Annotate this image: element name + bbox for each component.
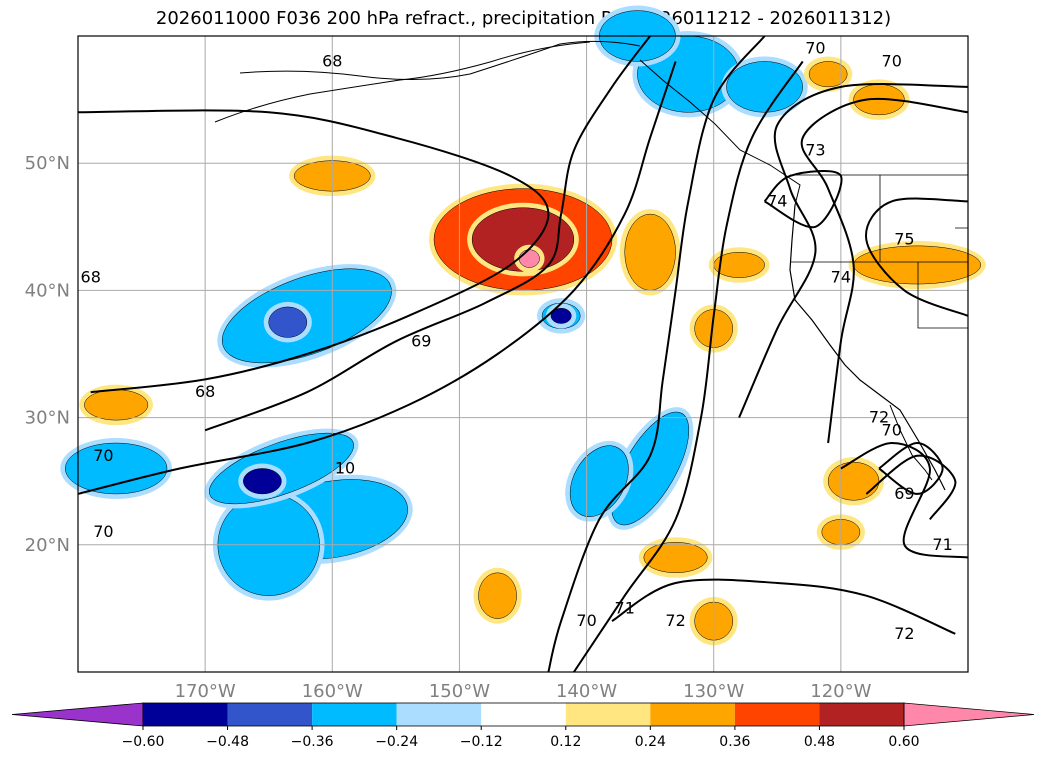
coastline-west-coast [789,204,946,491]
colorbar-extend-high [903,702,1035,727]
colorbar-extend-low [11,702,144,727]
contour-label: 70 [93,446,113,465]
longitude-labels: 170°W 160°W 150°W 140°W 130°W 120°W [175,681,872,702]
lat-tick-label: 40°N [25,280,70,301]
precip-patch [808,61,848,88]
lon-tick-label: 140°W [556,681,617,702]
contour-label: 74 [831,268,851,287]
contour-line-72 [611,578,956,635]
contour-label: 70 [805,39,825,58]
precip-patch [550,307,572,324]
colorbar-segment [481,703,566,726]
colorbar-segment [143,703,228,726]
lat-tick-label: 30°N [25,408,70,429]
contour-line-74 [763,170,843,229]
colorbar-tick-label: −0.12 [460,734,503,750]
contour-label: 75 [894,230,914,249]
contour-labels: 6870707374757468696872706970107071707172… [81,39,953,643]
precipitation-layer [60,5,986,646]
precip-patch [268,306,308,338]
precip-patch [624,213,676,291]
lat-tick-label: 50°N [25,153,70,174]
colorbar-outline [142,702,905,727]
colorbar-segment [565,703,651,726]
precip-patch [643,542,708,574]
colorbar-tick-label: −0.60 [122,734,165,750]
contour-line-72 [738,83,968,418]
contour-line-70 [78,61,677,495]
contour-line-74 [865,197,968,317]
contour-label: 70 [576,611,596,630]
state-borders [790,174,968,329]
contour-line-68 [78,109,550,394]
precip-patch [471,207,575,272]
contour-label: 69 [894,484,914,503]
lon-tick-label: 130°W [683,681,744,702]
colorbar-segment [396,703,482,726]
contour-label: 10 [335,458,355,477]
contour-label: 72 [665,611,685,630]
colorbar-tick-label: 0.12 [550,734,581,750]
colorbar-segment [819,703,904,726]
colorbar-tick-label: −0.24 [375,734,418,750]
contour-label: 74 [767,191,787,210]
contour-label: 69 [411,331,431,350]
precip-patch [726,61,803,113]
contour-line-71 [573,60,804,672]
colorbar-tick-label: 0.36 [719,734,750,750]
latitude-labels: 50°N 40°N 30°N 20°N [25,153,70,556]
contour-label: 72 [894,624,914,643]
precip-patch [853,245,981,285]
precip-patch [518,249,540,268]
map-frame [77,35,969,673]
colorbar: −0.60 −0.48 −0.36 −0.24 −0.12 0.12 0.24 0.36 0.4… [11,702,1035,750]
colorbar-segment [312,703,397,726]
precip-patch [243,468,282,495]
colorbar-tick-label: 0.24 [635,734,666,750]
precip-patch [65,442,168,495]
lat-tick-label: 20°N [25,535,70,556]
contour-label: 71 [615,598,635,617]
precip-patch [478,572,517,619]
colorbar-segment [650,703,735,726]
contour-label: 73 [805,140,825,159]
contour-line-70 [547,36,766,672]
contour-label: 70 [882,51,902,70]
lon-tick-label: 120°W [810,681,871,702]
contour-line-69 [204,36,651,432]
lon-tick-label: 160°W [302,681,363,702]
contour-label: 70 [93,522,113,541]
precip-patch [84,389,149,421]
graticule [78,36,968,672]
colorbar-segment [734,703,820,726]
colorbar-tick-label: 0.48 [804,734,835,750]
contour-label: 68 [81,268,101,287]
contour-label: 71 [932,535,952,554]
contour-line-71 [840,441,968,559]
contour-line-73 [800,97,968,444]
lon-tick-label: 170°W [175,681,236,702]
coastline-alaska [239,40,641,81]
precip-patch [827,461,880,501]
coastline-bc [639,59,801,206]
contour-label: 68 [195,382,215,401]
contour-label: 70 [882,420,902,439]
colorbar-tick-label: −0.36 [291,734,334,750]
coastline-alaska-south [214,41,591,123]
coastlines [214,40,968,491]
contour-line-69 [878,441,944,495]
chart-title: 2026011000 F036 200 hPa refract., precip… [155,8,892,29]
colorbar-tick-label: −0.48 [206,734,249,750]
contour-label: 72 [869,408,889,427]
contour-lines [78,36,968,672]
colorbar-tick-label: 0.60 [888,734,919,750]
colorbar-segment [227,703,313,726]
lon-tick-label: 150°W [429,681,490,702]
contour-label: 68 [322,51,342,70]
coastline-baja [889,404,933,481]
